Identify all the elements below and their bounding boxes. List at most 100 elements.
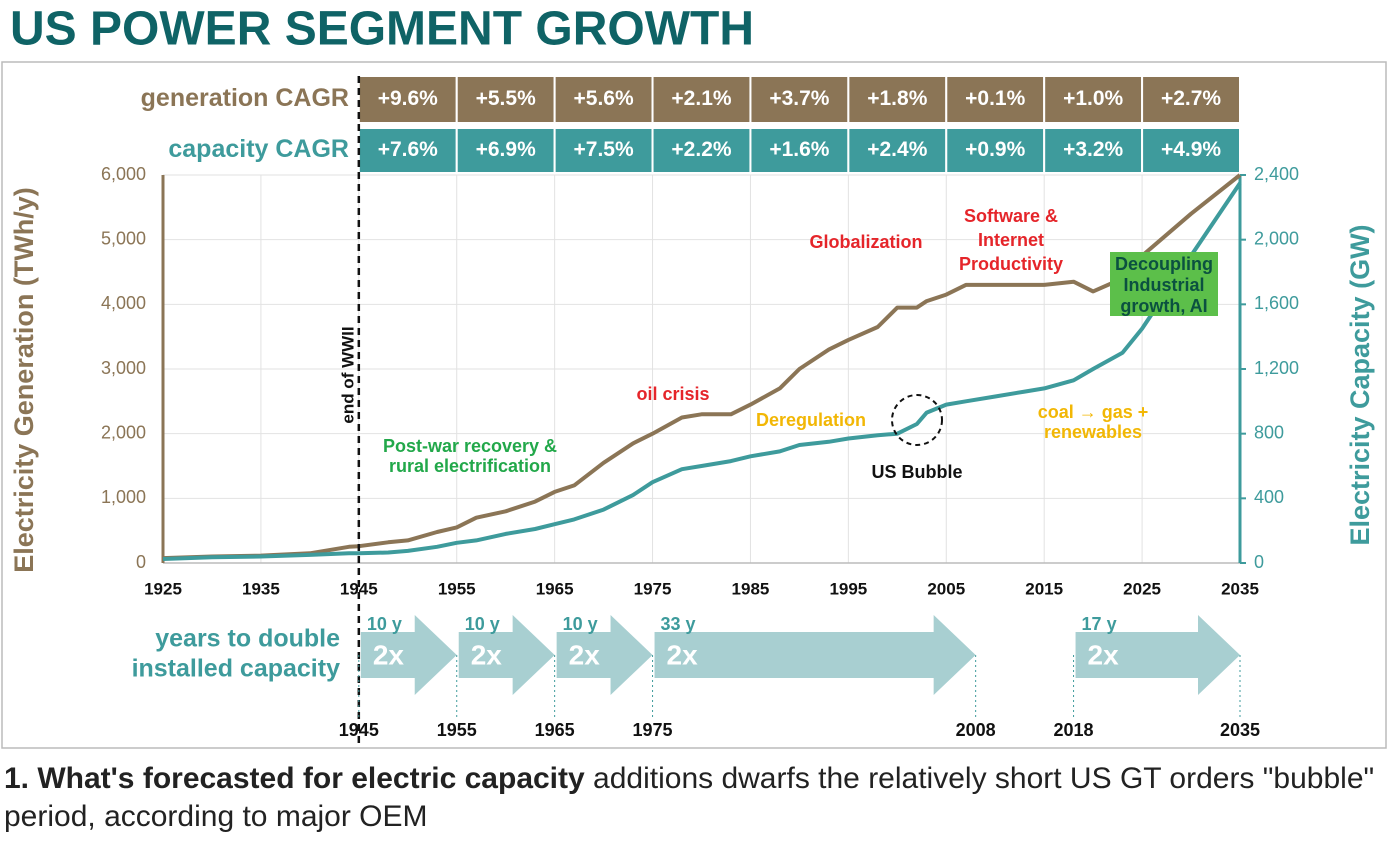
cagr-cell — [651, 75, 752, 124]
cagr-value: +2.7% — [1161, 87, 1221, 110]
chart: US POWER SEGMENT GROWTH 1925 1935 1945 1955… — [1, 3, 1387, 749]
y2-tick-label: 1,200 — [1254, 358, 1299, 378]
doubling-factor: 2x — [373, 639, 405, 670]
cagr-cell — [1043, 75, 1144, 124]
annotation: renewables — [1044, 422, 1142, 442]
cagr-value: +4.9% — [1161, 138, 1221, 161]
y2-tick-label: 2,000 — [1254, 228, 1299, 248]
doubling-year: 1975 — [633, 720, 673, 740]
cagr-cell — [847, 75, 948, 124]
cagr-cell — [749, 75, 850, 124]
line-capacity — [162, 181, 1242, 561]
annotation: Globalization — [809, 232, 922, 252]
cagr-cell — [357, 75, 458, 124]
cagr-value: +7.6% — [378, 138, 438, 161]
doubling-year: 1955 — [437, 720, 477, 740]
cagr-value: +2.2% — [671, 138, 731, 161]
doubling-duration: 10 y — [563, 614, 598, 634]
cagr-value: +7.5% — [574, 138, 634, 161]
doubling-factor: 2x — [667, 639, 699, 670]
cagr-row-label: capacity CAGR — [168, 135, 349, 163]
cagr-cell — [455, 75, 556, 124]
cagr-value: +1.6% — [769, 138, 829, 161]
line-generation — [162, 173, 1242, 561]
cagr-value: +5.6% — [574, 87, 634, 110]
annotation-bg — [1110, 252, 1218, 316]
doubling-arrow — [654, 615, 976, 695]
y2-tick-label: 0 — [1254, 552, 1264, 572]
annotation: rural electrification — [389, 456, 551, 476]
y-axis-label: Electricity Generation (TWh/y) — [9, 187, 39, 573]
annotation: Internet — [978, 230, 1044, 250]
annotation: Software & — [964, 206, 1058, 226]
doubling-arrow — [360, 615, 457, 695]
cagr-cell — [553, 75, 654, 124]
y2-tick-label: 2,400 — [1254, 164, 1299, 184]
annotation: growth, AI — [1120, 296, 1207, 316]
y-tick-label: 3,000 — [101, 358, 146, 378]
y-tick-label: 2,000 — [101, 422, 146, 442]
annotation: Post-war recovery & — [383, 436, 557, 456]
x-tick-label: 1965 — [536, 579, 574, 598]
doubling-arrow — [458, 615, 555, 695]
x-tick-label: 2035 — [1221, 579, 1259, 598]
doubling-arrow — [1075, 615, 1240, 695]
cagr-value: +0.9% — [965, 138, 1025, 161]
annotation: oil crisis — [636, 384, 709, 404]
doubling-year: 2018 — [1054, 720, 1094, 740]
annotation: US Bubble — [871, 462, 962, 482]
y2-tick-label: 800 — [1254, 422, 1284, 442]
chart-frame — [1, 61, 1387, 749]
x-tick-label: 1985 — [732, 579, 770, 598]
marker-label: end of WWII — [338, 326, 357, 423]
x-tick-label: 1975 — [634, 579, 672, 598]
x-tick-label: 1955 — [438, 579, 476, 598]
annotation: Decoupling — [1115, 254, 1213, 274]
annotation: Deregulation — [756, 410, 866, 430]
doubling-arrow — [556, 615, 653, 695]
y-tick-label: 4,000 — [101, 293, 146, 313]
cagr-cell — [945, 75, 1046, 124]
y-tick-label: 6,000 — [101, 164, 146, 184]
cagr-cell — [455, 127, 556, 174]
doubling-label: years to double — [155, 625, 340, 653]
annotation: Productivity — [959, 254, 1063, 274]
x-tick-label: 2025 — [1123, 579, 1161, 598]
cagr-cell — [1141, 127, 1242, 174]
x-tick-label: 1935 — [242, 579, 280, 598]
doubling-duration: 10 y — [367, 614, 402, 634]
y2-tick-label: 1,600 — [1254, 293, 1299, 313]
bubble-circle — [891, 394, 943, 446]
doubling-duration: 17 y — [1082, 614, 1117, 634]
y-tick-label: 5,000 — [101, 228, 146, 248]
y-tick-label: 0 — [136, 552, 146, 572]
cagr-cell — [1141, 75, 1242, 124]
doubling-year: 1945 — [339, 720, 379, 740]
y-tick-label: 1,000 — [101, 487, 146, 507]
caption: 1. What's forecasted for electric capaci… — [4, 760, 1384, 836]
cagr-cell — [1043, 127, 1144, 174]
cagr-value: +3.7% — [769, 87, 829, 110]
doubling-label: installed capacity — [132, 655, 341, 683]
doubling-year: 2035 — [1220, 720, 1260, 740]
caption-bold: 1. What's forecasted for electric capaci… — [4, 762, 585, 795]
cagr-value: +0.1% — [965, 87, 1025, 110]
cagr-value: +2.4% — [867, 138, 927, 161]
x-tick-label: 2005 — [927, 579, 965, 598]
annotation: coal → gas + — [1038, 402, 1149, 422]
doubling-factor: 2x — [1088, 639, 1120, 670]
doubling-year: 1965 — [535, 720, 575, 740]
doubling-year: 2008 — [956, 720, 996, 740]
chart-title: US POWER SEGMENT GROWTH — [10, 3, 754, 56]
x-tick-label: 1995 — [829, 579, 867, 598]
x-tick-label: 2015 — [1025, 579, 1063, 598]
annotation: Industrial — [1123, 275, 1204, 295]
doubling-factor: 2x — [471, 639, 503, 670]
cagr-value: +3.2% — [1063, 138, 1123, 161]
cagr-value: +6.9% — [476, 138, 536, 161]
y2-axis-label: Electricity Capacity (GW) — [1345, 224, 1375, 545]
cagr-value: +1.0% — [1063, 87, 1123, 110]
cagr-value: +9.6% — [378, 87, 438, 110]
y2-tick-label: 400 — [1254, 487, 1284, 507]
